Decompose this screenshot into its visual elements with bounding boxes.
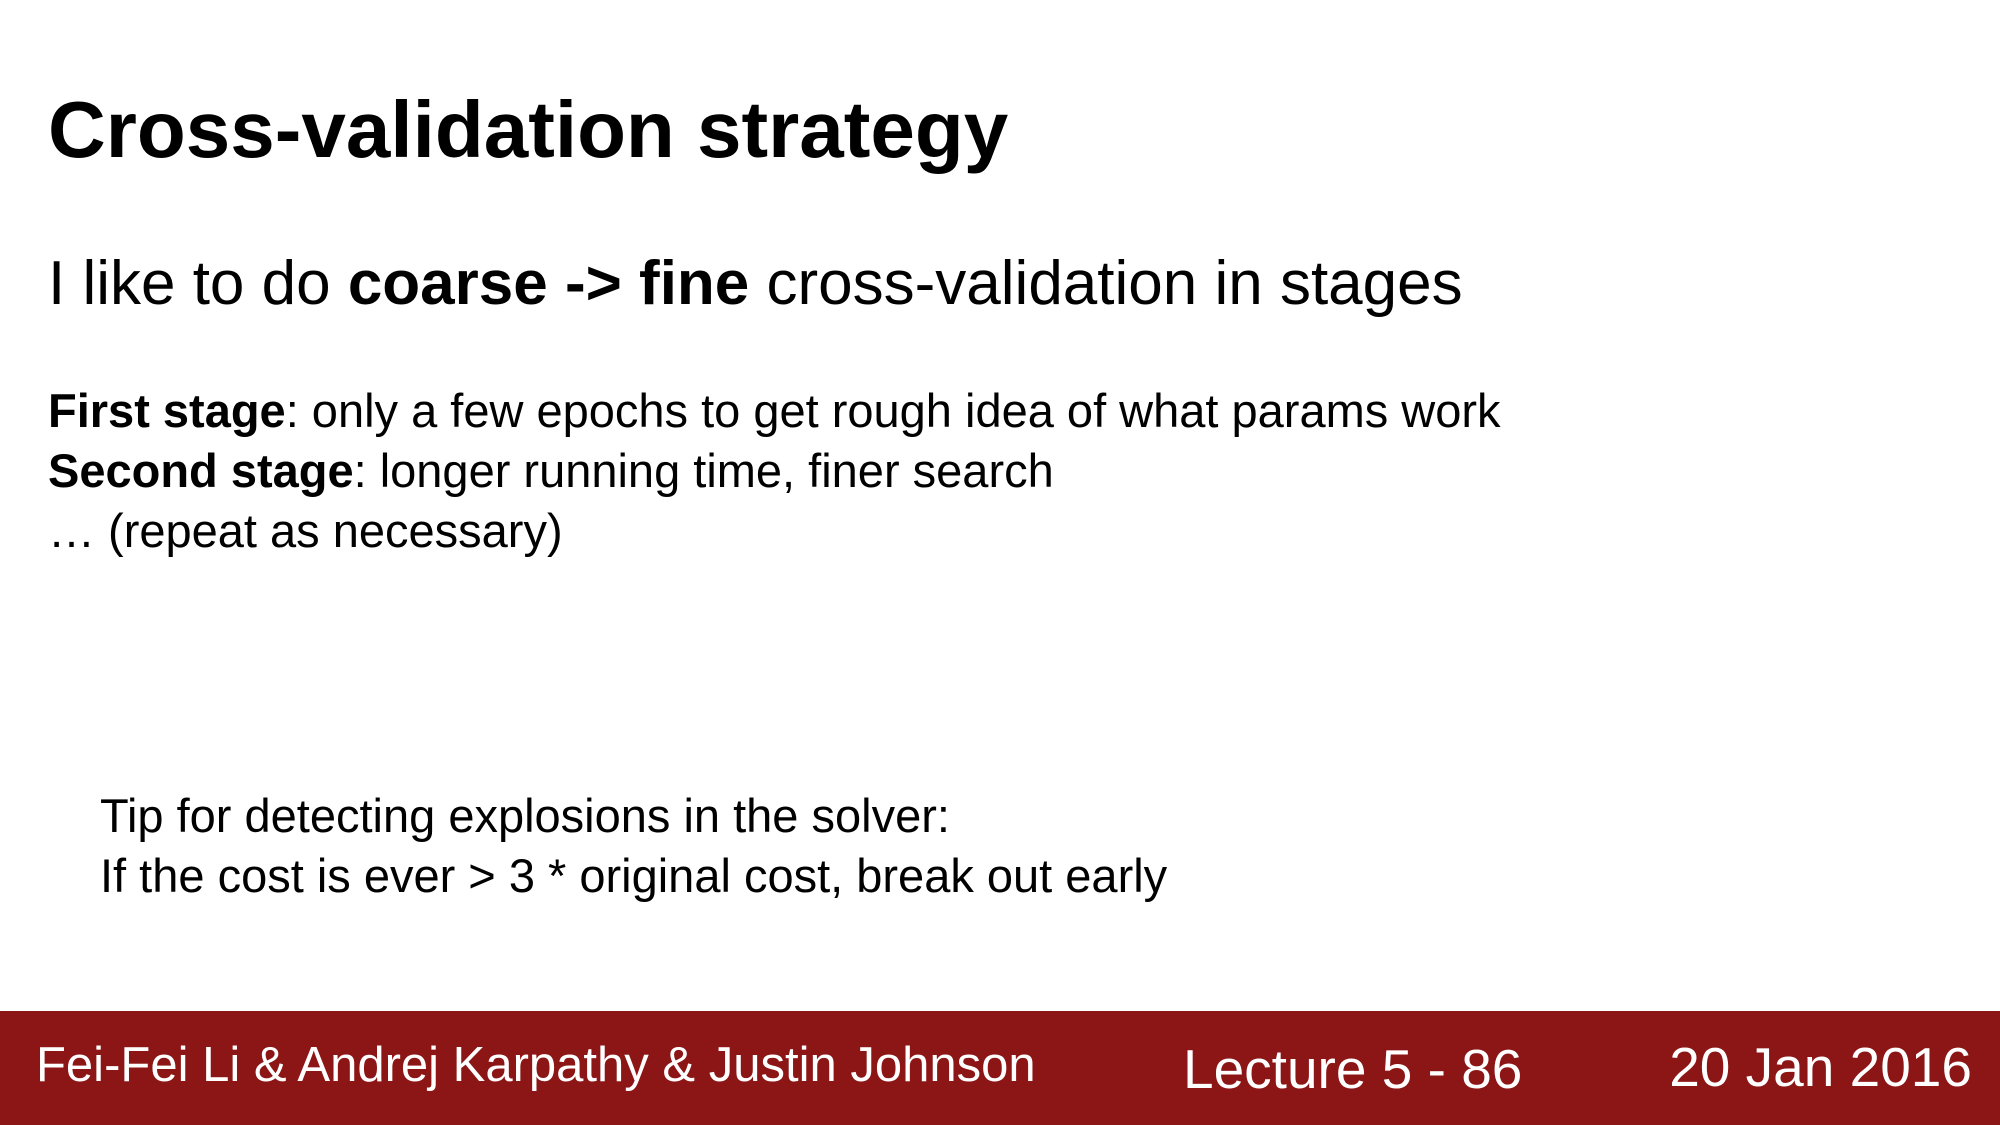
stage-item-first: First stage: only a few epochs to get ro… (48, 381, 1501, 441)
subtitle-suffix: cross-validation in stages (749, 249, 1463, 318)
tip-line-1: Tip for detecting explosions in the solv… (100, 789, 950, 842)
footer-lecture-number: Lecture 5 - 86 (1183, 1038, 1523, 1100)
slide-subtitle: I like to do coarse -> fine cross-valida… (48, 248, 1463, 319)
solver-tip: Tip for detecting explosions in the solv… (100, 786, 1167, 906)
stages-list: First stage: only a few epochs to get ro… (48, 381, 1501, 561)
subtitle-prefix: I like to do (48, 249, 348, 318)
stage-label: Second stage (48, 444, 354, 497)
stage-text: : only a few epochs to get rough idea of… (285, 384, 1501, 437)
stage-text: : longer running time, finer search (353, 444, 1054, 497)
footer-authors: Fei-Fei Li & Andrej Karpathy & Justin Jo… (36, 1038, 1036, 1092)
stage-item-second: Second stage: longer running time, finer… (48, 441, 1501, 501)
slide-title: Cross-validation strategy (48, 85, 1009, 174)
repeat-note: … (repeat as necessary) (48, 504, 563, 557)
slide-footer: Fei-Fei Li & Andrej Karpathy & Justin Jo… (0, 1011, 2000, 1125)
stage-label: First stage (48, 384, 286, 437)
subtitle-emphasis: coarse -> fine (347, 249, 750, 318)
tip-line-2: If the cost is ever > 3 * original cost,… (100, 849, 1168, 902)
footer-date: 20 Jan 2016 (1669, 1036, 1972, 1098)
